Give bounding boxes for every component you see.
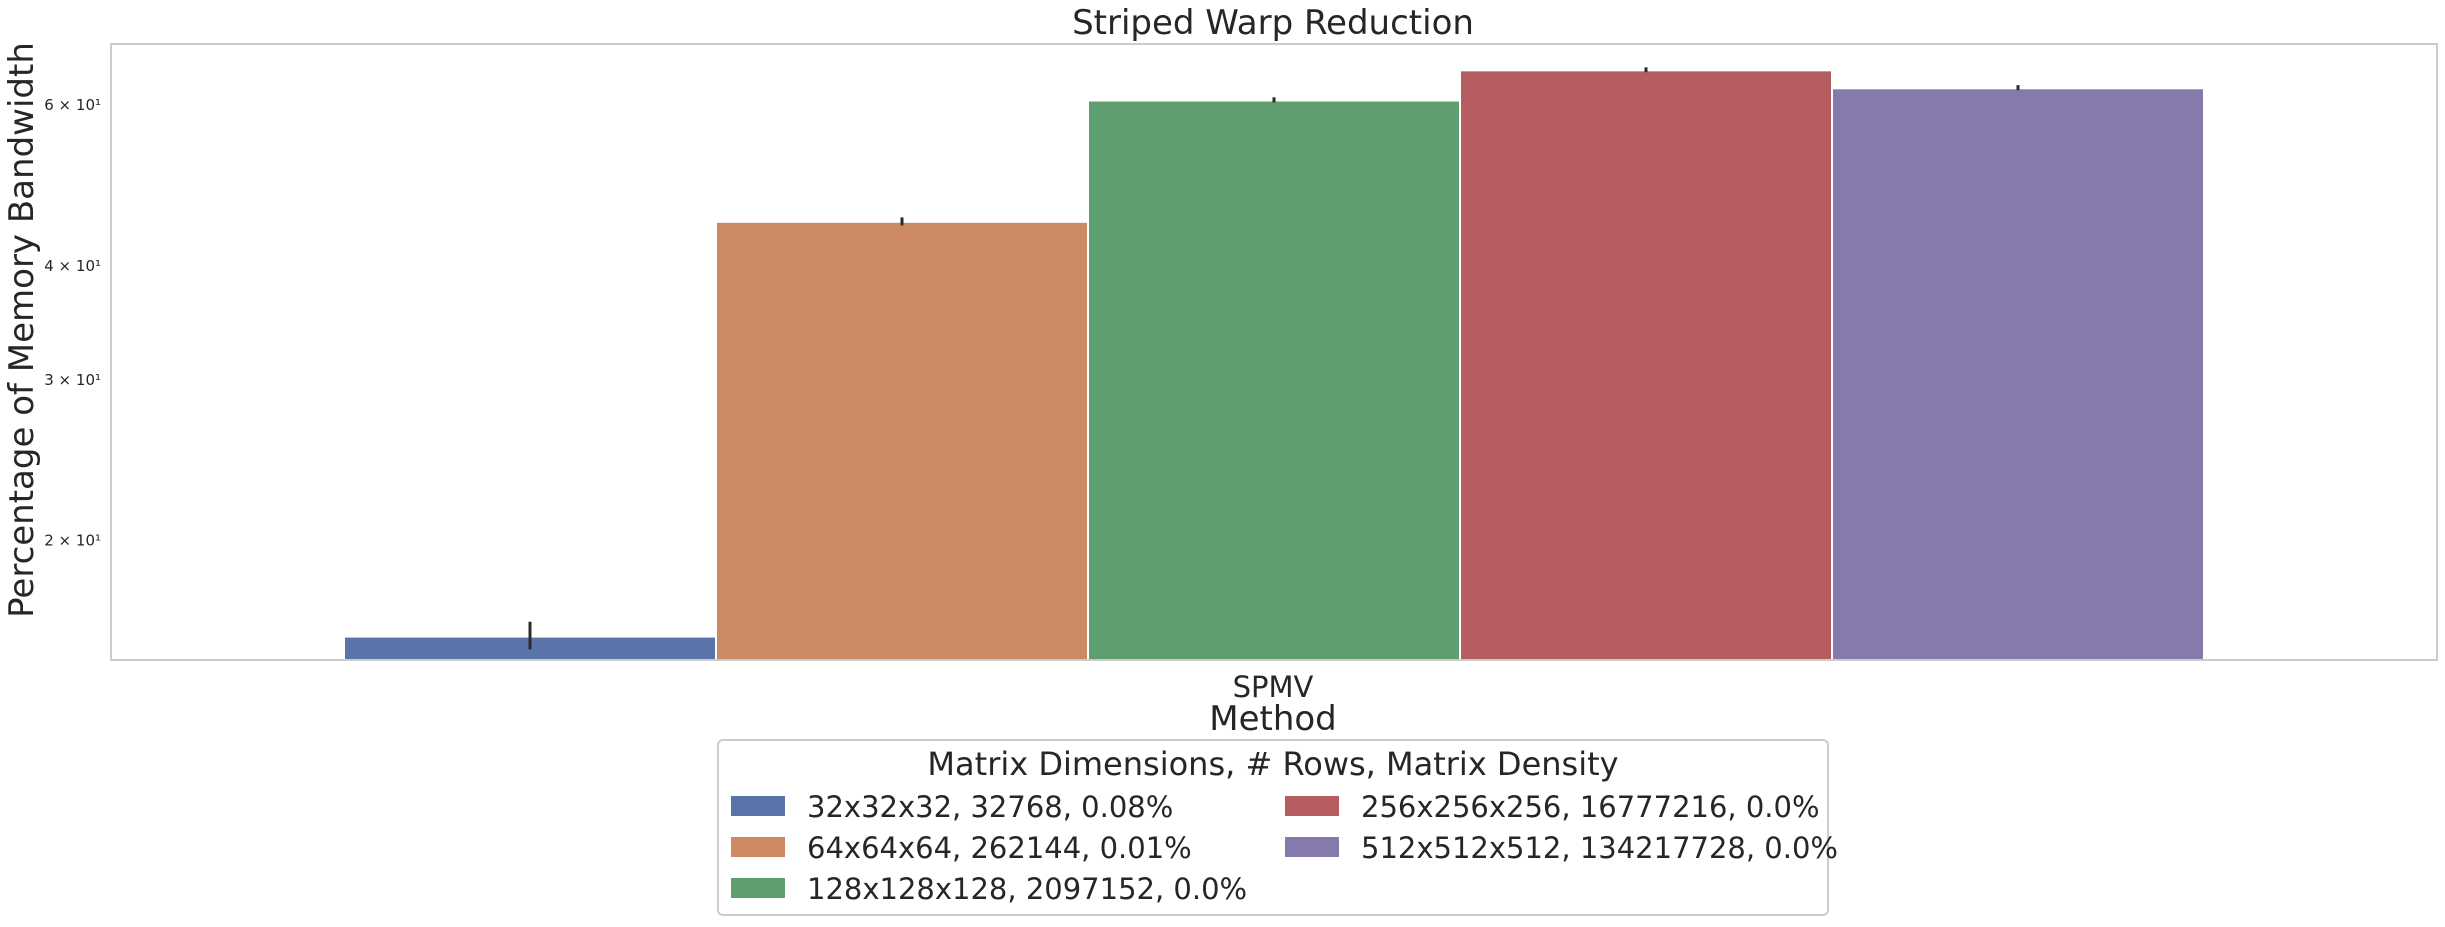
bars: [343, 69, 2205, 662]
legend: Matrix Dimensions, # Rows, Matrix Densit…: [717, 739, 1838, 916]
bar: [1459, 69, 1833, 662]
x-tick-label: SPMV: [1233, 670, 1314, 704]
legend-swatch: [1285, 837, 1339, 857]
legend-items: 32x32x32, 32768, 0.08% 64x64x64, 262144, …: [731, 790, 1838, 906]
legend-label: 128x128x128, 2097152, 0.0%: [807, 872, 1247, 906]
y-tick-label: 6 × 10¹: [44, 96, 101, 114]
legend-label: 256x256x256, 16777216, 0.0%: [1361, 790, 1820, 824]
x-axis-label: Method: [1209, 699, 1337, 739]
legend-title: Matrix Dimensions, # Rows, Matrix Densit…: [927, 745, 1618, 783]
y-tick-label: 4 × 10¹: [44, 257, 101, 275]
plot-frame: [110, 43, 2438, 661]
legend-swatch: [731, 796, 785, 816]
legend-swatch: [731, 878, 785, 898]
legend-swatch: [731, 837, 785, 857]
bar: [715, 220, 1089, 661]
y-axis-ticks: 2 × 10¹ 3 × 10¹ 4 × 10¹ 6 × 10¹: [44, 96, 101, 550]
bar: [1087, 99, 1461, 661]
chart-title: Striped Warp Reduction: [1072, 3, 1474, 43]
legend-swatch: [1285, 796, 1339, 816]
y-tick-label: 3 × 10¹: [44, 371, 101, 389]
error-bars: [528, 67, 2020, 650]
bar: [1831, 87, 2205, 662]
y-tick-label: 2 × 10¹: [44, 532, 101, 550]
legend-label: 512x512x512, 134217728, 0.0%: [1361, 831, 1838, 865]
legend-label: 64x64x64, 262144, 0.01%: [807, 831, 1192, 865]
legend-label: 32x32x32, 32768, 0.08%: [807, 790, 1173, 824]
y-axis-label: Percentage of Memory Bandwidth: [2, 42, 42, 618]
legend-frame: [717, 739, 1829, 916]
